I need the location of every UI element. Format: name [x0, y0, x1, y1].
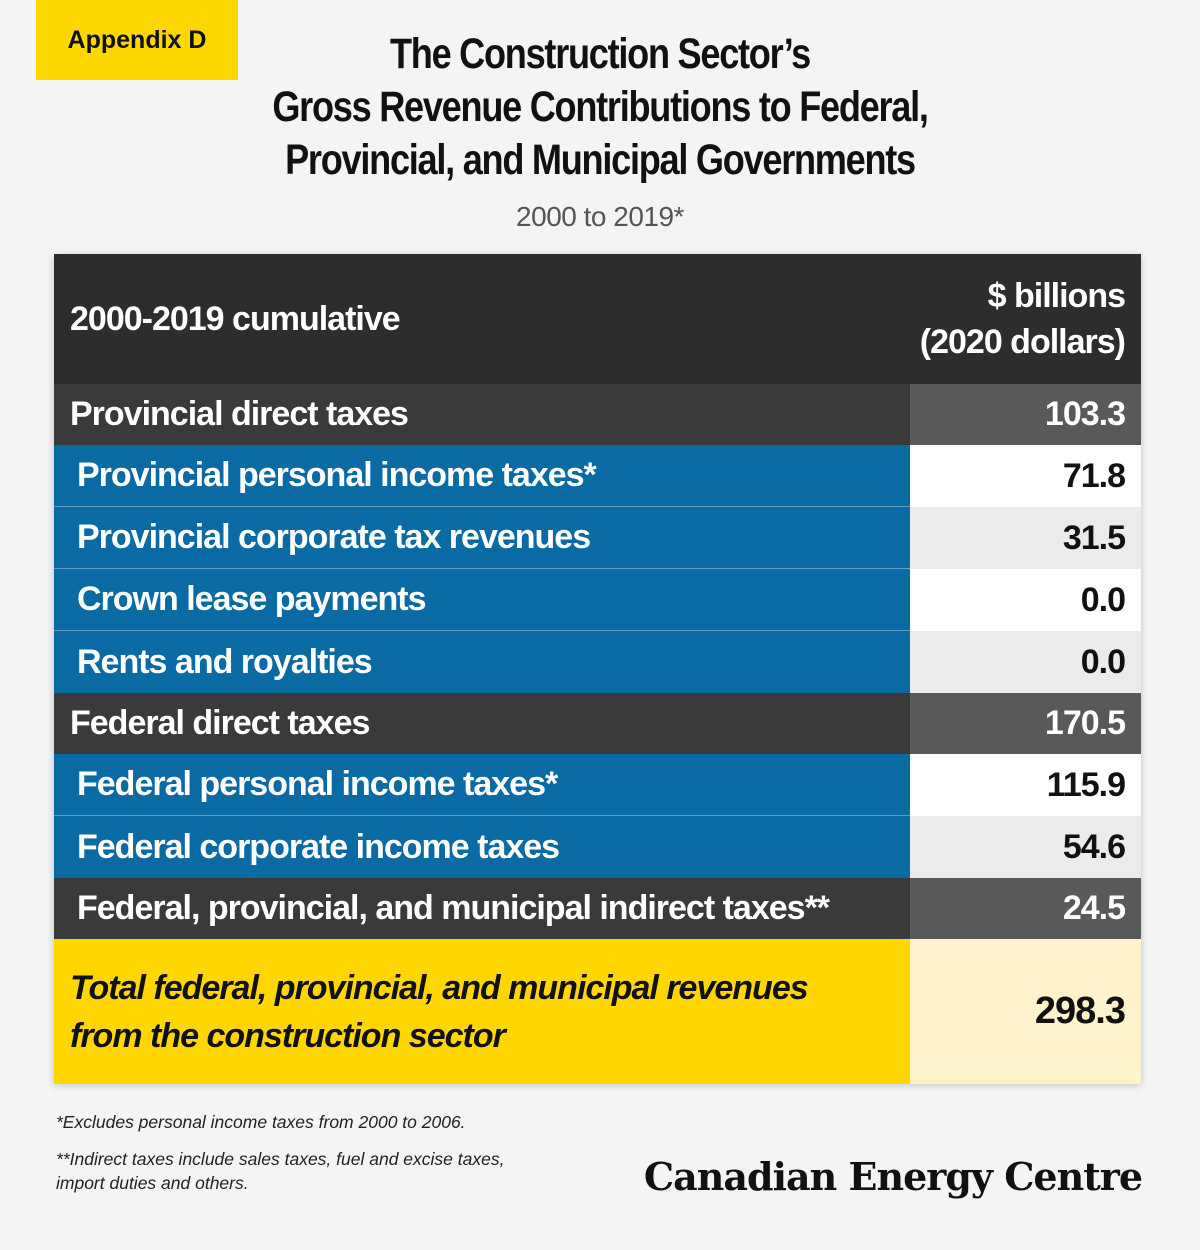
row-label: Rents and royalties: [54, 631, 910, 693]
footnote: *Excludes personal income taxes from 200…: [56, 1112, 466, 1132]
table-row: Provincial personal income taxes* 71.8: [54, 445, 1141, 507]
row-value: 31.5: [910, 507, 1141, 569]
total-label-line2: from the construction sector: [70, 1016, 506, 1055]
subtitle: 2000 to 2019*: [516, 201, 684, 232]
total-label: Total federal, provincial, and municipal…: [54, 939, 910, 1084]
table-total-row: Total federal, provincial, and municipal…: [54, 939, 1141, 1084]
row-value: 24.5: [910, 878, 1141, 939]
revenue-table: 2000-2019 cumulative $ billions (2020 do…: [54, 254, 1141, 1084]
row-value: 170.5: [910, 693, 1141, 754]
page-title: The Construction Sector’s Gross Revenue …: [264, 28, 936, 187]
header-unit-line2: (2020 dollars): [919, 323, 1126, 361]
row-label: Crown lease payments: [54, 569, 910, 631]
table-row-section: Provincial direct taxes 103.3: [54, 384, 1141, 445]
row-label: Federal corporate income taxes: [54, 816, 910, 878]
footnote: **Indirect taxes include sales taxes, fu…: [56, 1149, 505, 1169]
title-line: The Construction Sector’s: [389, 30, 811, 78]
table-row-section: Federal, provincial, and municipal indir…: [54, 878, 1141, 939]
row-label: Federal personal income taxes*: [54, 754, 910, 816]
brand-logo: Canadian Energy Centre: [643, 1154, 1143, 1199]
row-value: 0.0: [910, 631, 1141, 693]
header-value-label: $ billions (2020 dollars): [910, 254, 1141, 384]
row-value: 0.0: [910, 569, 1141, 631]
row-value: 115.9: [910, 754, 1141, 816]
footnotes: *Excludes personal income taxes from 200…: [56, 1112, 504, 1195]
table-row: Crown lease payments 0.0: [54, 569, 1141, 631]
total-label-line1: Total federal, provincial, and municipal…: [70, 968, 809, 1007]
row-label: Provincial corporate tax revenues: [54, 507, 910, 569]
header-label: 2000-2019 cumulative: [70, 299, 401, 338]
header-unit-line1: $ billions: [987, 277, 1126, 315]
table-row-section: Federal direct taxes 170.5: [54, 693, 1141, 754]
row-label: Provincial personal income taxes*: [54, 445, 910, 507]
row-label: Provincial direct taxes: [54, 384, 910, 445]
table-row: Federal personal income taxes* 115.9: [54, 754, 1141, 816]
title-line: Gross Revenue Contributions to Federal,: [272, 83, 929, 131]
appendix-tag: Appendix D: [36, 0, 238, 80]
row-value: 54.6: [910, 816, 1141, 878]
table-header-row: 2000-2019 cumulative $ billions (2020 do…: [54, 254, 1141, 384]
table-row: Rents and royalties 0.0: [54, 631, 1141, 693]
row-label: Federal, provincial, and municipal indir…: [54, 878, 910, 939]
table-row: Federal corporate income taxes 54.6: [54, 816, 1141, 878]
table-row: Provincial corporate tax revenues 31.5: [54, 507, 1141, 569]
row-value: 103.3: [910, 384, 1141, 445]
row-label: Federal direct taxes: [54, 693, 910, 754]
title-line: Provincial, and Municipal Governments: [285, 136, 916, 184]
footnote: import duties and others.: [56, 1173, 249, 1193]
row-value: 71.8: [910, 445, 1141, 507]
total-value: 298.3: [910, 939, 1141, 1084]
